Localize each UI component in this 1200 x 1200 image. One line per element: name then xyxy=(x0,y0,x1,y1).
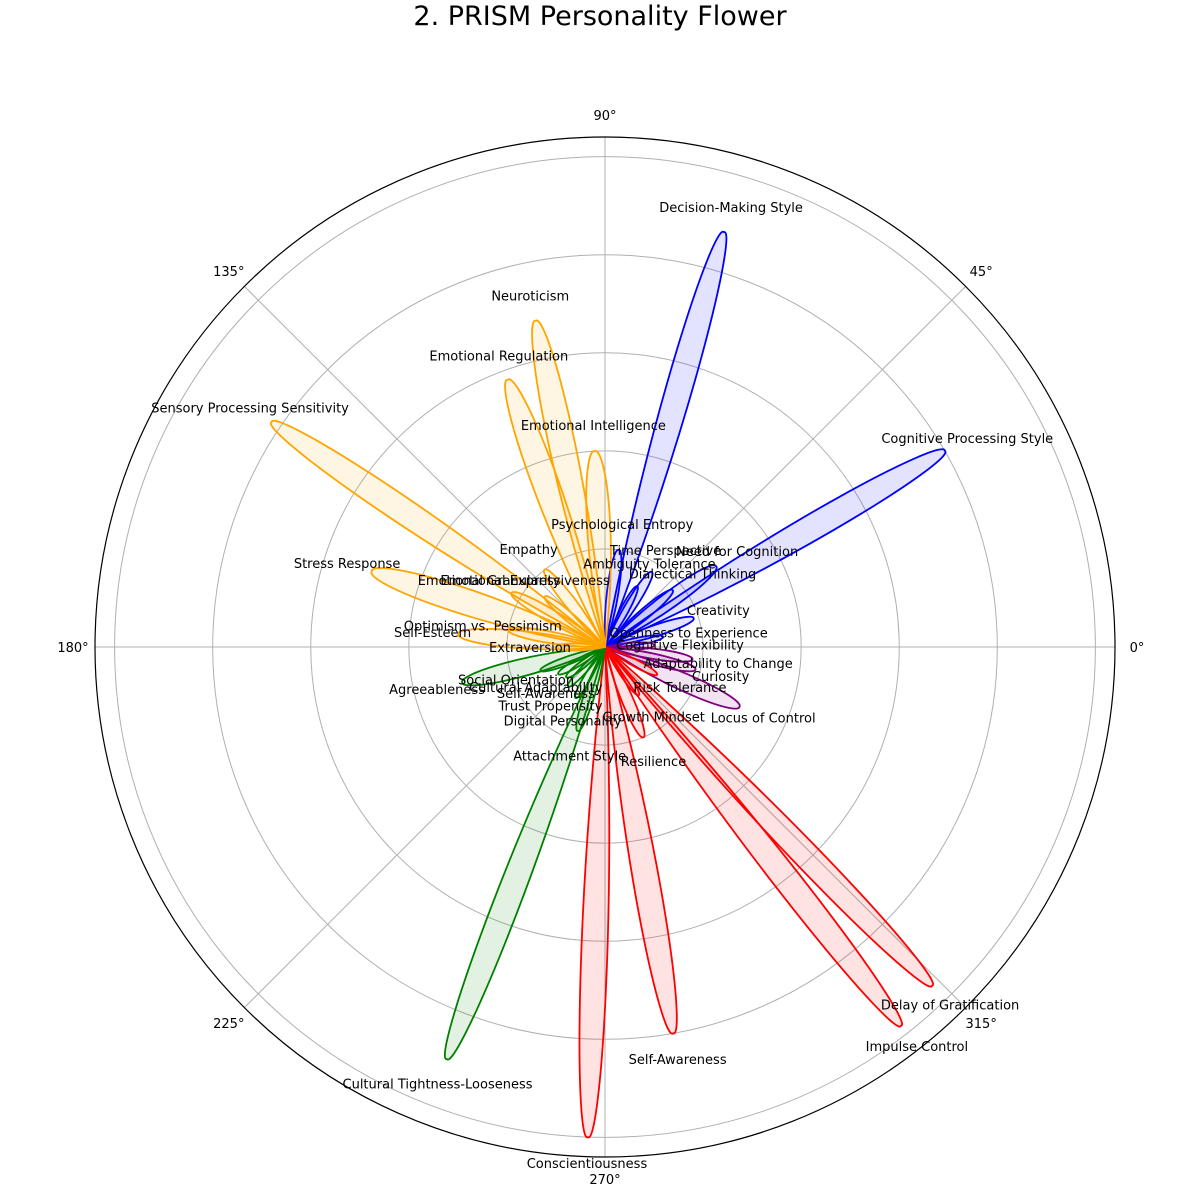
chart-title: 2. PRISM Personality Flower xyxy=(413,1,787,32)
petal-mark xyxy=(542,568,606,648)
petal-label: Resilience xyxy=(621,755,686,770)
angle-tick-label: 225° xyxy=(213,1017,244,1032)
petal-layer xyxy=(269,230,947,1139)
petal-mark xyxy=(443,646,606,1061)
petal-label: Sensory Processing Sensitivity xyxy=(151,402,349,417)
petal-label: Dialectical Thinking xyxy=(629,568,757,583)
petal-mark xyxy=(504,378,606,648)
petal-label: Creativity xyxy=(687,604,750,619)
petal-mark xyxy=(507,626,606,648)
petal-label: Agreeableness xyxy=(389,683,485,698)
petal-mark xyxy=(370,567,606,648)
petal-label: Adaptability to Change xyxy=(644,657,793,672)
petal-label: Self-Awareness xyxy=(497,687,595,702)
petal-mark xyxy=(531,319,606,648)
tick-layer: 0° 45° 90° 135° 180° 225° 270° 315° xyxy=(57,109,1144,1188)
petal-label: Curiosity xyxy=(692,670,750,685)
angular-gridline-315 xyxy=(604,646,966,1008)
petal-mark xyxy=(604,646,903,1028)
petal-label: Time Perspective xyxy=(609,544,721,559)
petal-label: Cultural Tightness-Looseness xyxy=(343,1077,533,1092)
petal-label: Locus of Control xyxy=(711,711,816,726)
petal-mark xyxy=(604,588,674,648)
petal-label: Ambiguity Tolerance xyxy=(583,557,715,572)
petal-label: Emotional Granularity xyxy=(418,574,561,589)
petal-label: Openness to Experience xyxy=(609,626,767,641)
petal-label: Cognitive Flexibility xyxy=(616,638,744,653)
petal-label: Stress Response xyxy=(294,557,401,572)
petal-label: Risk Tolerance xyxy=(633,681,726,696)
petal-mark xyxy=(604,230,728,648)
petal-label: Social Orientation xyxy=(458,673,574,688)
angle-tick-label: 90° xyxy=(593,109,616,124)
petal-label: Self-Awareness xyxy=(629,1053,727,1068)
petal-label: Growth Mindset xyxy=(602,711,704,726)
angular-gridline-45 xyxy=(604,286,966,648)
petal-label: Trust Propensity xyxy=(498,699,603,714)
petal-label: Need for Cognition xyxy=(676,545,798,560)
petal-label: Decision-Making Style xyxy=(659,201,803,216)
petal-label: Delay of Gratification xyxy=(881,998,1019,1013)
angular-gridline-225 xyxy=(244,646,606,1008)
petal-mark xyxy=(604,448,947,648)
polar-frame xyxy=(94,136,1116,1158)
petal-label: Self-Esteem xyxy=(394,626,471,641)
petal-mark xyxy=(604,646,741,710)
petal-label: Emotional Intelligence xyxy=(521,419,666,434)
petal-label: Emotional Expressiveness xyxy=(440,574,610,589)
petal-label: Extraversion xyxy=(489,641,571,656)
angle-tick-label: 180° xyxy=(57,641,88,656)
petal-label: Neuroticism xyxy=(491,289,569,304)
angle-tick-label: 135° xyxy=(213,265,244,280)
petal-label: Optimism vs. Pessimism xyxy=(404,619,562,634)
angle-tick-label: 0° xyxy=(1130,641,1145,656)
petal-label: Impulse Control xyxy=(866,1040,969,1055)
petal-mark xyxy=(603,548,623,648)
angle-tick-label: 270° xyxy=(589,1173,620,1188)
petal-mark xyxy=(578,646,611,1139)
angle-tick-label: 315° xyxy=(966,1017,997,1032)
petal-label: Emotional Regulation xyxy=(429,349,568,364)
petal-label: Conscientiousness xyxy=(527,1157,648,1172)
petal-mark xyxy=(461,646,606,687)
petal-label: Empathy xyxy=(500,543,558,558)
petal-mark xyxy=(269,419,606,648)
petal-label: Attachment Style xyxy=(513,750,626,765)
label-layer: Decision-Making Style Cognitive Processin… xyxy=(151,201,1053,1172)
petal-label: Psychological Entropy xyxy=(551,518,694,533)
grid-layer xyxy=(94,136,1116,1158)
angle-tick-label: 45° xyxy=(970,265,993,280)
petal-mark xyxy=(604,646,678,1035)
petal-label: Digital Personality xyxy=(504,714,622,729)
petal-mark xyxy=(585,450,612,648)
petal-mark xyxy=(604,585,639,648)
petal-label: Cognitive Processing Style xyxy=(881,432,1053,447)
petal-label: Cultural Adaptability xyxy=(469,681,603,696)
angular-gridline-135 xyxy=(244,286,606,648)
petal-mark xyxy=(604,646,658,677)
